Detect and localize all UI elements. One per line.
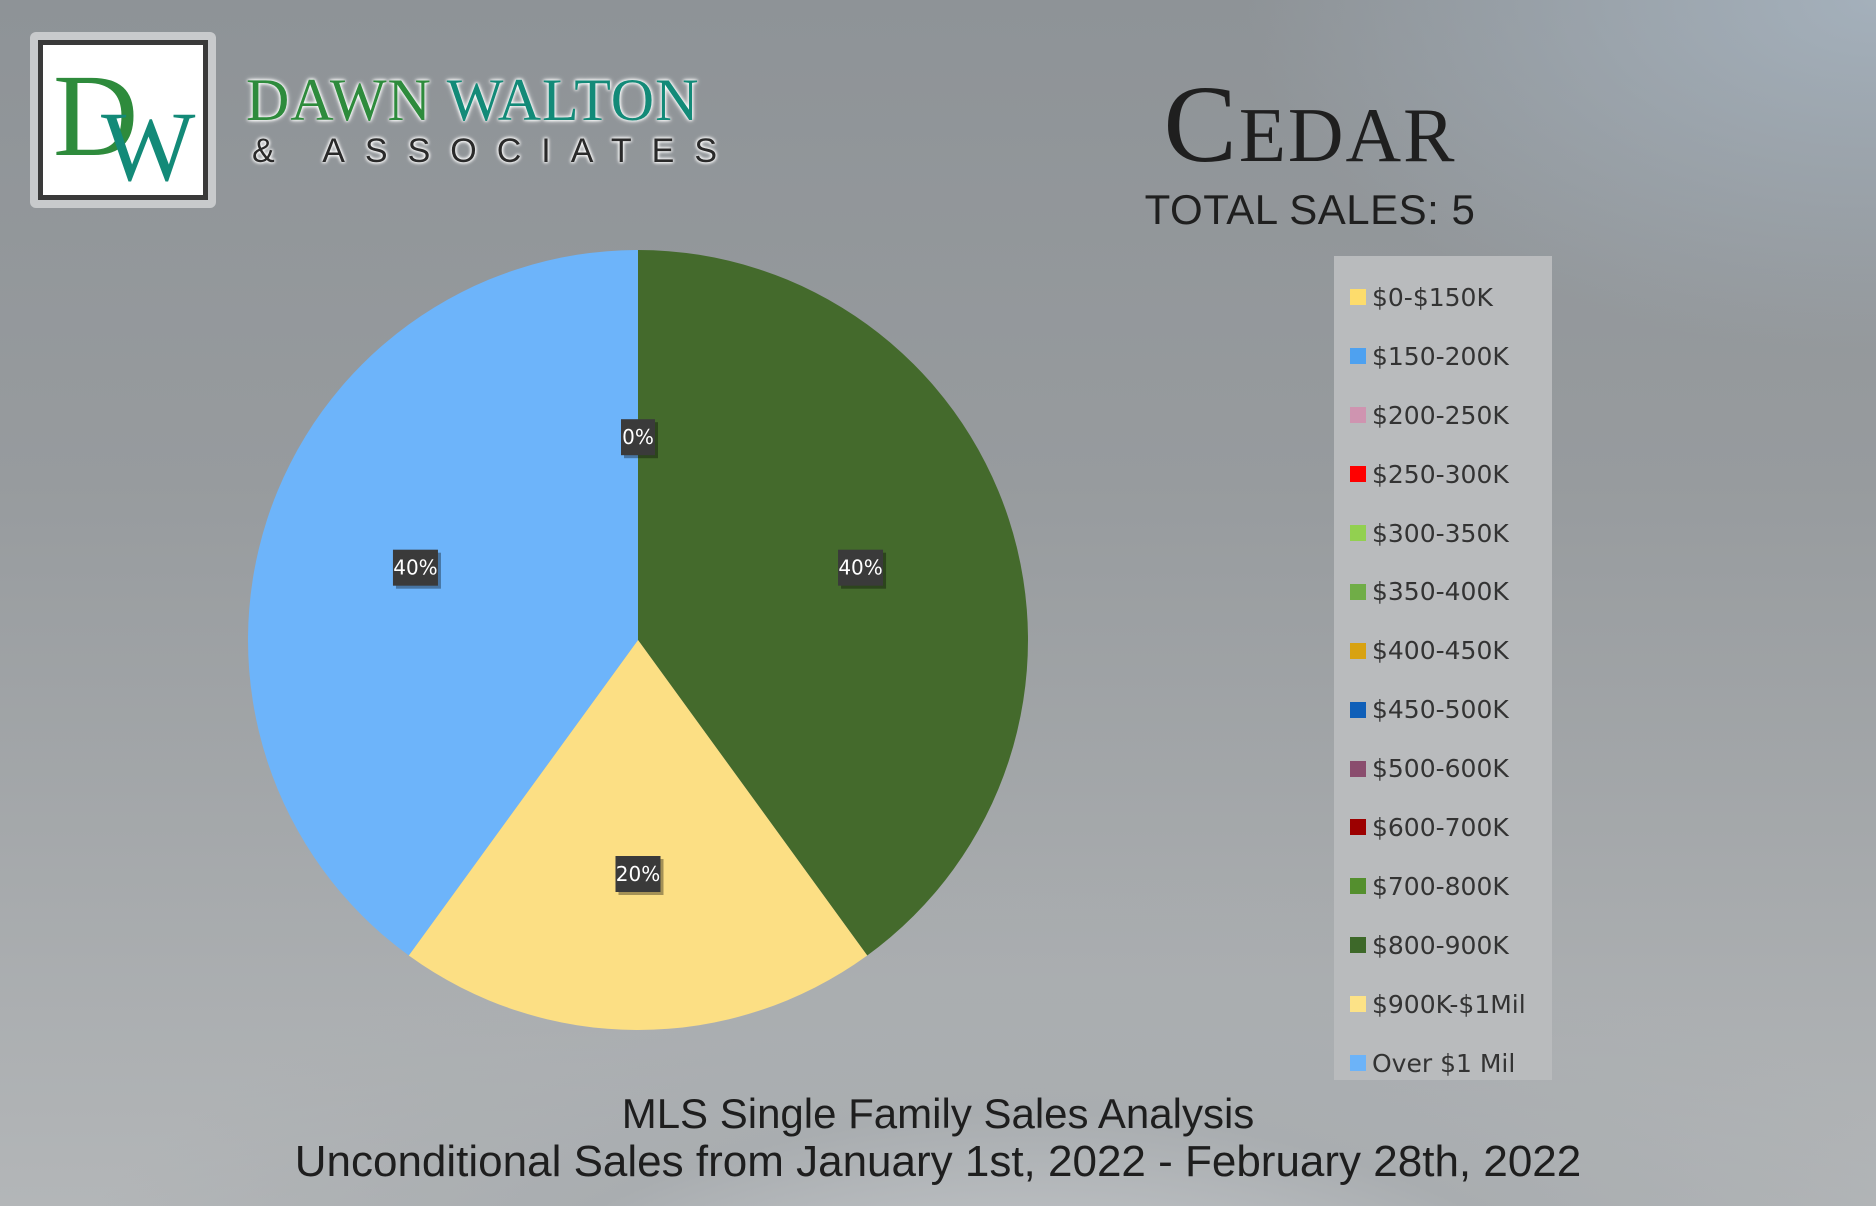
dw-monogram-icon: D W bbox=[53, 50, 196, 195]
footer-date-range: Unconditional Sales from January 1st, 20… bbox=[294, 1137, 1582, 1186]
legend-label: $900K-$1Mil bbox=[1372, 989, 1526, 1019]
legend-item: $700-800K bbox=[1334, 857, 1552, 916]
logo: D W bbox=[30, 32, 216, 208]
legend-item: $600-700K bbox=[1334, 798, 1552, 857]
legend-item: $450-500K bbox=[1334, 680, 1552, 739]
legend-label: $500-600K bbox=[1372, 754, 1509, 784]
data-label-text: 20% bbox=[616, 862, 660, 886]
legend-item: $800-900K bbox=[1334, 916, 1552, 975]
legend-label: $400-450K bbox=[1372, 636, 1509, 666]
legend-swatch bbox=[1350, 996, 1366, 1013]
legend-label: $200-250K bbox=[1372, 400, 1509, 430]
legend-swatch bbox=[1350, 466, 1366, 483]
legend-swatch bbox=[1350, 937, 1366, 954]
legend-swatch bbox=[1350, 819, 1366, 836]
legend-swatch bbox=[1350, 642, 1366, 659]
brand-name: DAWN WALTON & ASSOCIATES bbox=[246, 66, 737, 168]
legend-label: $0-$150K bbox=[1372, 282, 1493, 312]
legend-item: Over $1 Mil bbox=[1334, 1034, 1552, 1093]
brand-title: DAWN WALTON bbox=[246, 66, 737, 134]
legend-label: $250-300K bbox=[1372, 459, 1509, 489]
legend-swatch bbox=[1350, 701, 1366, 718]
pie-slice bbox=[638, 250, 1029, 956]
legend-swatch bbox=[1350, 348, 1366, 365]
legend-swatch bbox=[1350, 583, 1366, 600]
footer-title: MLS Single Family Sales Analysis bbox=[621, 1090, 1255, 1137]
legend-label: $150-200K bbox=[1372, 341, 1509, 371]
legend-label: $800-900K bbox=[1372, 930, 1509, 960]
legend-label: $300-350K bbox=[1372, 518, 1509, 548]
legend-item: $350-400K bbox=[1334, 562, 1552, 621]
legend-item: $250-300K bbox=[1334, 445, 1552, 504]
page-title: Cedar bbox=[1163, 63, 1457, 185]
legend-item: $300-350K bbox=[1334, 504, 1552, 563]
brand-name-walton: WALTON bbox=[446, 67, 700, 133]
brand-name-dawn: DAWN bbox=[246, 67, 432, 133]
legend-label: $600-700K bbox=[1372, 812, 1509, 842]
legend-swatch bbox=[1350, 289, 1366, 306]
data-label-zero: 0% bbox=[621, 419, 658, 459]
legend-swatch bbox=[1350, 525, 1366, 541]
legend-item: $200-250K bbox=[1334, 386, 1552, 445]
legend-swatch bbox=[1350, 760, 1366, 777]
data-label-text: 40% bbox=[393, 556, 437, 580]
legend-label: Over $1 Mil bbox=[1372, 1048, 1516, 1078]
legend-label: $700-800K bbox=[1372, 871, 1509, 901]
total-sales: TOTAL SALES: 5 bbox=[1144, 186, 1476, 233]
data-label: 40% bbox=[838, 549, 887, 589]
legend-swatch bbox=[1350, 878, 1366, 895]
legend-swatch bbox=[1350, 407, 1366, 424]
legend-item: $150-200K bbox=[1334, 327, 1552, 386]
logo-monogram: D W bbox=[38, 40, 208, 200]
data-label-text: 0% bbox=[622, 425, 654, 449]
data-label: 20% bbox=[615, 856, 664, 895]
legend-swatch bbox=[1350, 1055, 1366, 1072]
pie-slice bbox=[248, 250, 638, 956]
legend-item: $400-450K bbox=[1334, 621, 1552, 680]
legend-item: $900K-$1Mil bbox=[1334, 975, 1552, 1034]
monogram-w: W bbox=[101, 91, 196, 195]
legend-label: $450-500K bbox=[1372, 695, 1509, 725]
chart-legend: $0-$150K $150-200K $200-250K $250-300K $300-… bbox=[1334, 256, 1552, 1080]
legend-item: $0-$150K bbox=[1334, 268, 1552, 327]
data-label: 40% bbox=[392, 549, 441, 589]
pie-slice bbox=[408, 640, 868, 1030]
legend-item: $500-600K bbox=[1334, 739, 1552, 798]
legend-label: $350-400K bbox=[1372, 577, 1509, 607]
brand-tagline: & ASSOCIATES bbox=[252, 132, 738, 170]
data-label-text: 40% bbox=[838, 556, 882, 580]
monogram-d: D bbox=[53, 50, 138, 181]
